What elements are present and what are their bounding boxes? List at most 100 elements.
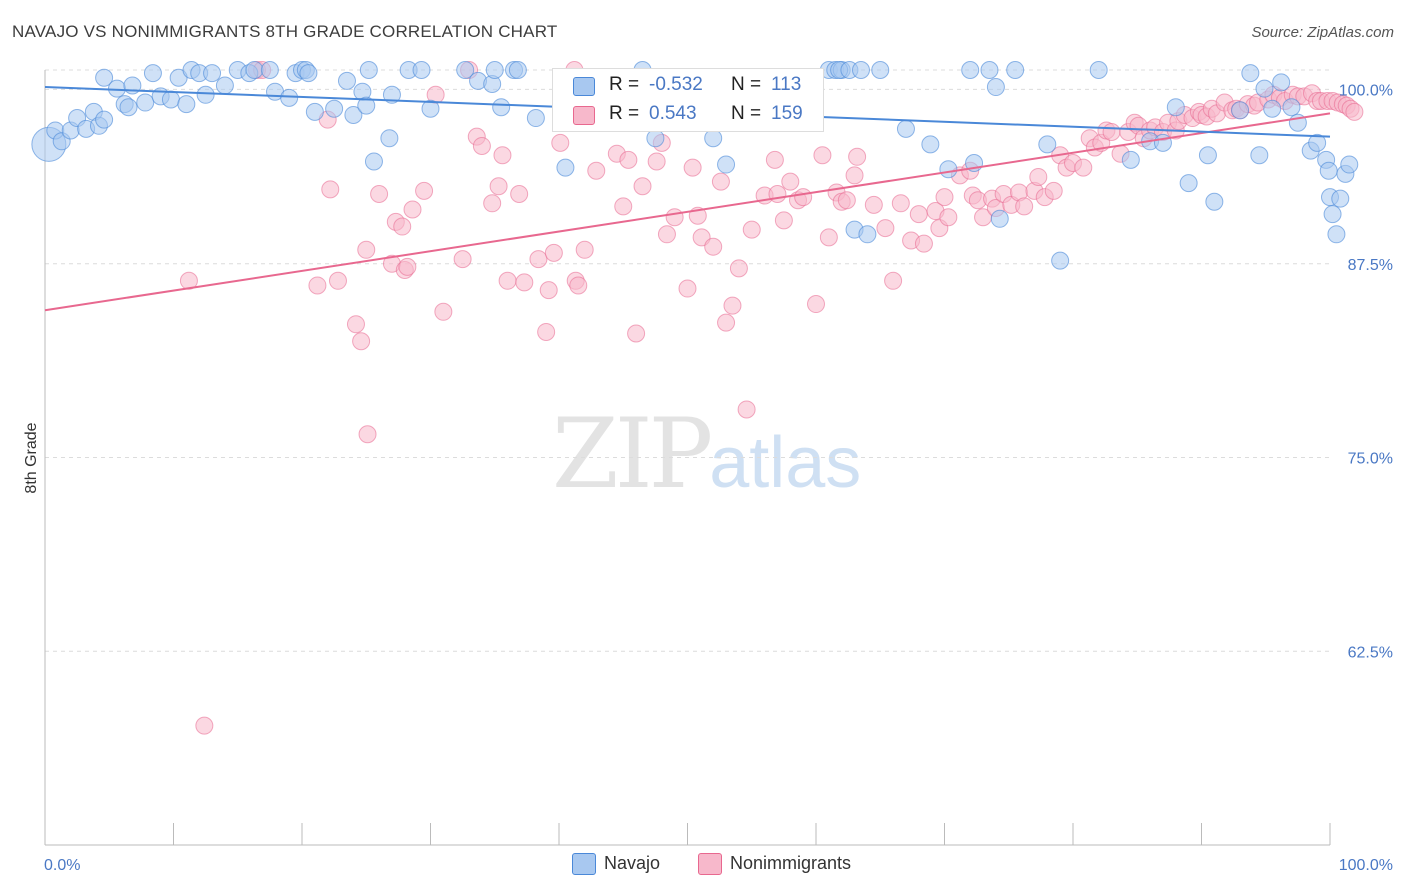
nonimmigrants-point bbox=[864, 195, 883, 214]
navajo-point bbox=[939, 160, 958, 179]
nonimmigrants-point bbox=[774, 211, 793, 230]
nonimmigrants-point bbox=[358, 425, 377, 444]
nonimmigrants-point bbox=[1102, 123, 1121, 141]
nonimmigrants-swatch bbox=[573, 106, 595, 125]
nonimmigrants-point bbox=[393, 217, 412, 236]
series-legend: Navajo Nonimmigrants bbox=[0, 852, 1406, 878]
navajo-point bbox=[364, 152, 383, 171]
nonimmigrants-point bbox=[1029, 167, 1048, 186]
navajo-point bbox=[858, 225, 877, 244]
stats-legend: R = -0.532 N = 113 R = 0.543 N = 159 bbox=[552, 68, 824, 132]
nonimmigrants-point bbox=[647, 152, 666, 171]
navajo-point bbox=[280, 88, 299, 107]
navajo-point bbox=[344, 105, 363, 124]
r-label: R = bbox=[609, 103, 640, 124]
nonimmigrants-point bbox=[848, 147, 867, 166]
nonimmigrants-label: Nonimmigrants bbox=[730, 853, 852, 873]
nonimmigrants-point bbox=[357, 240, 376, 259]
navajo-point bbox=[299, 64, 318, 83]
nonimmigrants-point bbox=[914, 234, 933, 253]
navajo-point bbox=[357, 96, 376, 115]
r-label: R = bbox=[609, 74, 640, 95]
navajo-point bbox=[1331, 189, 1350, 208]
navajo-point bbox=[380, 129, 399, 148]
navajo-point bbox=[556, 158, 575, 177]
navajo-point bbox=[1089, 61, 1108, 79]
x-tick-label-right: 100.0% bbox=[1339, 857, 1393, 874]
navajo-point bbox=[492, 98, 511, 117]
navajo-point bbox=[1198, 146, 1217, 165]
nonimmigrants-point bbox=[544, 243, 563, 262]
nonimmigrants-point bbox=[837, 191, 856, 210]
nonimmigrants-point bbox=[619, 150, 638, 169]
navajo-point bbox=[1179, 174, 1198, 193]
nonimmigrants-point bbox=[489, 177, 508, 196]
nonimmigrants-point bbox=[321, 180, 340, 199]
y-tick-label: 62.5% bbox=[1348, 644, 1393, 661]
nonimmigrants-point bbox=[717, 313, 736, 332]
navajo-point bbox=[1323, 205, 1342, 224]
n-label: N = bbox=[731, 103, 762, 124]
nonimmigrants-point bbox=[935, 188, 954, 207]
nonimmigrants-point bbox=[939, 208, 958, 227]
navajo-point bbox=[245, 61, 264, 79]
nonimmigrants-point bbox=[614, 197, 633, 216]
navajo-point bbox=[961, 61, 980, 79]
nonimmigrants-point bbox=[434, 302, 453, 321]
navajo-point bbox=[359, 61, 378, 79]
watermark-zip: ZIP bbox=[552, 398, 713, 510]
nonimmigrants-point bbox=[575, 240, 594, 259]
navajo-point bbox=[305, 102, 324, 121]
nonimmigrants-point bbox=[398, 257, 417, 276]
y-tick-label: 100.0% bbox=[1339, 82, 1393, 99]
legend-row-navajo: R = -0.532 N = 113 bbox=[553, 71, 823, 101]
nonimmigrants-point bbox=[633, 177, 652, 196]
nonimmigrants-point bbox=[352, 332, 371, 351]
navajo-point bbox=[508, 61, 527, 79]
navajo-point bbox=[1263, 99, 1282, 118]
zipatlas-watermark: ZIPatlas bbox=[552, 398, 861, 510]
n-value: 113 bbox=[771, 74, 802, 95]
nonimmigrants-point bbox=[742, 220, 761, 239]
nonimmigrants-point bbox=[683, 158, 702, 177]
nonimmigrants-point bbox=[1044, 181, 1063, 200]
nonimmigrants-point bbox=[819, 228, 838, 247]
navajo-point bbox=[1282, 98, 1301, 117]
watermark-atlas: atlas bbox=[709, 423, 862, 503]
navajo-point bbox=[412, 61, 431, 79]
navajo-point bbox=[921, 135, 940, 154]
navajo-point bbox=[421, 99, 440, 118]
nonimmigrants-point bbox=[729, 259, 748, 278]
navajo-point bbox=[717, 155, 736, 174]
nonimmigrants-point bbox=[891, 194, 910, 213]
navajo-point bbox=[1205, 192, 1224, 211]
navajo-point bbox=[1272, 73, 1291, 92]
navajo-point bbox=[704, 129, 723, 148]
navajo-point bbox=[95, 68, 114, 87]
nonimmigrants-point bbox=[1015, 197, 1034, 216]
navajo-point bbox=[1255, 79, 1274, 98]
navajo-point bbox=[203, 64, 222, 83]
navajo-point bbox=[1038, 135, 1057, 154]
navajo-point bbox=[260, 61, 279, 79]
nonimmigrants-point bbox=[179, 271, 198, 290]
navajo-point bbox=[337, 71, 356, 90]
navajo-point bbox=[526, 109, 545, 128]
navajo-point bbox=[1327, 225, 1346, 244]
nonimmigrants-point bbox=[723, 296, 742, 315]
nonimmigrants-point bbox=[711, 172, 730, 191]
navajo-point bbox=[980, 61, 999, 79]
navajo-point bbox=[95, 110, 114, 129]
nonimmigrants-point bbox=[678, 279, 697, 298]
nonimmigrants-point bbox=[493, 146, 512, 165]
y-tick-label: 75.0% bbox=[1348, 451, 1393, 468]
r-value: 0.543 bbox=[649, 103, 697, 124]
nonimmigrants-point bbox=[415, 181, 434, 200]
nonimmigrants-point bbox=[453, 250, 472, 269]
navajo-point bbox=[177, 95, 196, 114]
nonimmigrants-point bbox=[876, 219, 895, 238]
navajo-point bbox=[986, 78, 1005, 97]
navajo-point bbox=[1250, 146, 1269, 165]
nonimmigrants-point bbox=[737, 400, 756, 419]
navajo-point bbox=[1006, 61, 1025, 79]
